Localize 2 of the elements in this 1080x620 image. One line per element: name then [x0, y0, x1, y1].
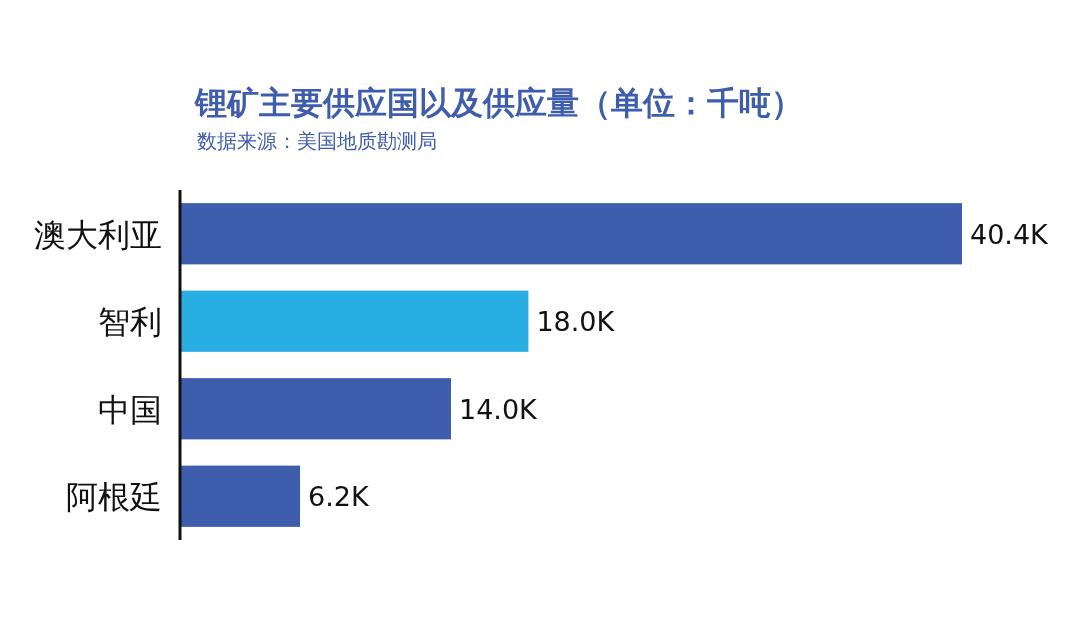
title: 锂矿主要供应国以及供应量（单位：千吨） [195, 84, 803, 122]
subtitle: 数据来源：美国地质勘测局 [197, 129, 437, 153]
